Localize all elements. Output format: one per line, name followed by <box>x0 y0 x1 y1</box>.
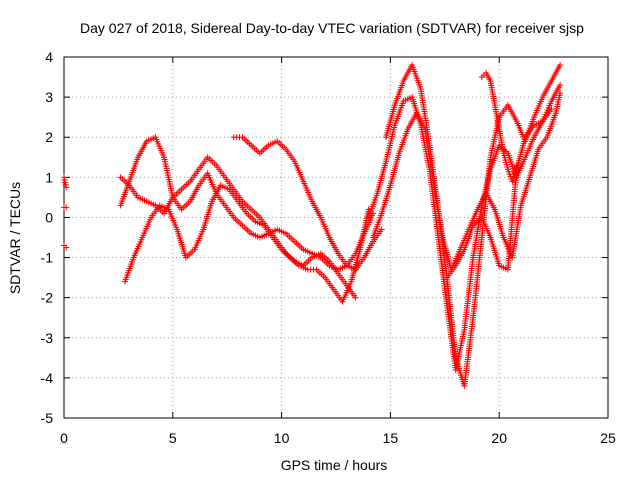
x-tick-label: 0 <box>60 430 68 446</box>
data-point <box>557 62 564 69</box>
data-point <box>63 244 70 251</box>
y-tick-labels: 4 3 2 1 0 -1 -2 -3 -4 -5 <box>41 49 54 426</box>
data-point <box>557 90 564 97</box>
x-tick-label: 5 <box>169 430 177 446</box>
y-axis-label: SDTVAR / TECUs <box>7 182 23 294</box>
y-tick-label: -4 <box>41 370 54 386</box>
data-point <box>63 184 70 191</box>
data-point <box>63 204 70 211</box>
axis-ticks <box>63 56 609 419</box>
chart-title: Day 027 of 2018, Sidereal Day-to-day VTE… <box>80 20 584 36</box>
x-axis-label: GPS time / hours <box>281 457 388 473</box>
y-tick-label: -1 <box>41 250 54 266</box>
data-point-interp <box>61 176 68 183</box>
data-point <box>557 82 564 89</box>
y-tick-label: 0 <box>45 209 53 225</box>
data-point <box>513 162 520 169</box>
grid-lines <box>64 57 608 418</box>
data-point <box>61 174 67 181</box>
x-tick-label: 25 <box>600 430 616 446</box>
data-point <box>378 226 385 233</box>
x-tick-label: 15 <box>383 430 399 446</box>
data-point-interp <box>62 179 69 186</box>
y-tick-label: -3 <box>41 330 54 346</box>
x-tick-label: 10 <box>274 430 290 446</box>
y-tick-label: -5 <box>41 410 54 426</box>
y-tick-label: 3 <box>45 89 53 105</box>
x-tick-label: 20 <box>491 430 507 446</box>
x-tick-labels: 0 5 10 15 20 25 <box>60 430 616 446</box>
y-tick-label: -2 <box>41 290 54 306</box>
y-tick-label: 1 <box>45 169 53 185</box>
data-points <box>61 62 564 389</box>
data-point <box>548 106 555 113</box>
data-point <box>352 294 359 301</box>
y-tick-label: 4 <box>45 49 53 65</box>
data-point-interp <box>62 181 69 188</box>
plot-frame <box>63 56 609 419</box>
y-tick-label: 2 <box>45 129 53 145</box>
